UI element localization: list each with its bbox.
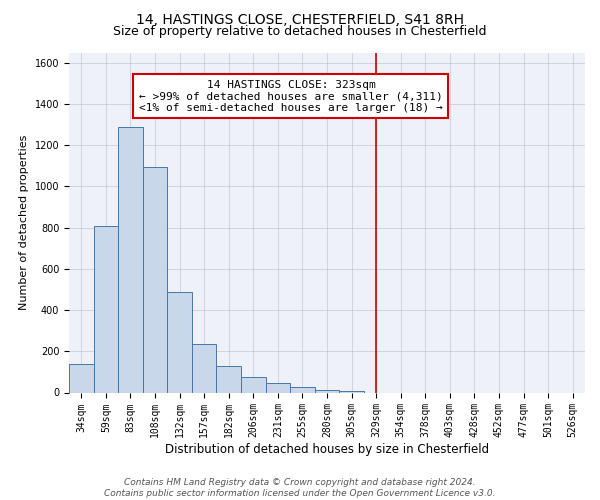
Bar [167, 292, 192, 392]
Text: 14, HASTINGS CLOSE, CHESTERFIELD, S41 8RH: 14, HASTINGS CLOSE, CHESTERFIELD, S41 8R… [136, 12, 464, 26]
Y-axis label: Number of detached properties: Number of detached properties [19, 135, 29, 310]
Bar [143, 167, 167, 392]
Bar [94, 226, 118, 392]
Bar [69, 364, 94, 392]
Text: Size of property relative to detached houses in Chesterfield: Size of property relative to detached ho… [113, 25, 487, 38]
Bar [192, 344, 217, 393]
Bar [241, 377, 266, 392]
Bar [290, 388, 315, 392]
Text: Contains HM Land Registry data © Crown copyright and database right 2024.
Contai: Contains HM Land Registry data © Crown c… [104, 478, 496, 498]
Bar [315, 390, 339, 392]
X-axis label: Distribution of detached houses by size in Chesterfield: Distribution of detached houses by size … [165, 443, 489, 456]
Bar [217, 366, 241, 392]
Bar [266, 383, 290, 392]
Bar [118, 126, 143, 392]
Text: 14 HASTINGS CLOSE: 323sqm
← >99% of detached houses are smaller (4,311)
<1% of s: 14 HASTINGS CLOSE: 323sqm ← >99% of deta… [139, 80, 443, 113]
